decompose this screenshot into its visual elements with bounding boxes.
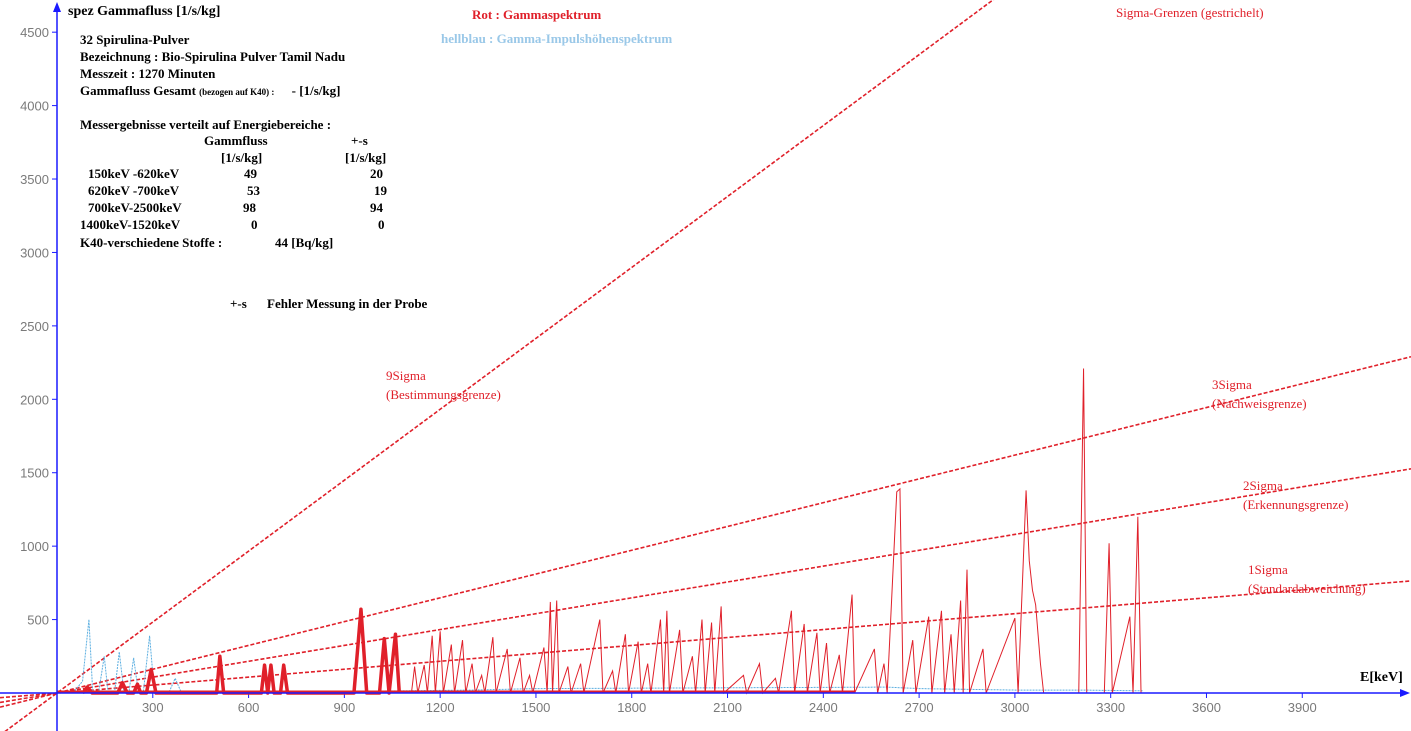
- k40-value: 44 [Bq/kg]: [275, 235, 334, 250]
- x-axis-label: E[keV]: [1360, 670, 1403, 685]
- sigma-line-3sigma: [0, 355, 1411, 708]
- row-range: 150keV -620keV: [88, 166, 180, 181]
- series-impulse-spectrum: [72, 619, 1143, 694]
- row-err: 19: [374, 183, 387, 198]
- legend-red: Rot : Gammaspektrum: [472, 7, 602, 22]
- y-tick-label: 500: [27, 613, 49, 628]
- x-tick-label: 2100: [713, 700, 742, 715]
- x-tick-label: 300: [142, 700, 164, 715]
- x-tick-label: 600: [238, 700, 260, 715]
- error-note-symbol: +-s: [230, 296, 247, 311]
- y-axis-label: spez Gammafluss [1/s/kg]: [68, 4, 221, 19]
- total-flux-ref: (bezogen auf K40) :: [199, 87, 275, 97]
- x-tick-label: 2700: [905, 700, 934, 715]
- row-range: 620keV -700keV: [88, 183, 180, 198]
- x-axis-arrow: [1400, 689, 1410, 697]
- col-err-header: +-s: [351, 133, 368, 148]
- x-tick-label: 3900: [1288, 700, 1317, 715]
- error-note-text: Fehler Messung in der Probe: [267, 296, 428, 311]
- k40-label: K40-verschiedene Stoffe :: [80, 235, 223, 250]
- sigma2-label: 2Sigma: [1243, 478, 1283, 493]
- sigma1-label: 1Sigma: [1248, 562, 1288, 577]
- series-gamma-spectrum: [82, 368, 1156, 695]
- total-flux-value: - [1/s/kg]: [291, 83, 341, 98]
- sigma2-note: (Erkennungsgrenze): [1243, 497, 1349, 512]
- legend-sigma: Sigma-Grenzen (gestrichelt): [1116, 5, 1264, 20]
- y-tick-label: 3500: [20, 172, 49, 187]
- total-flux: Gammafluss Gesamt (bezogen auf K40) : - …: [80, 82, 340, 101]
- spectrum-series: [57, 368, 1156, 695]
- row-flux: 53: [247, 183, 260, 198]
- row-err: 0: [378, 217, 385, 232]
- row-err: 94: [370, 200, 383, 215]
- sigma3-note: (Nachweisgrenze): [1212, 396, 1307, 411]
- total-flux-label: Gammafluss Gesamt: [80, 83, 196, 98]
- row-flux: 0: [251, 217, 258, 232]
- sigma9-note: (Bestimmungsgrenze): [386, 387, 501, 402]
- y-tick-label: 4000: [20, 99, 49, 114]
- y-tick-label: 2000: [20, 392, 49, 407]
- y-tick-label: 1500: [20, 466, 49, 481]
- x-tick-label: 1500: [521, 700, 550, 715]
- x-tick-label: 1800: [617, 700, 646, 715]
- y-tick-label: 3000: [20, 245, 49, 260]
- row-err: 20: [370, 166, 383, 181]
- row-flux: 98: [243, 200, 256, 215]
- legend-blue: hellblau : Gamma-Impulshöhenspektrum: [441, 31, 673, 46]
- measure-time: Messzeit : 1270 Minuten: [80, 66, 216, 81]
- x-tick-label: 3300: [1096, 700, 1125, 715]
- row-range: 700keV-2500keV: [88, 200, 182, 215]
- results-heading: Messergebnisse verteilt auf Energieberei…: [80, 117, 332, 132]
- sigma-line-1sigma: [0, 580, 1411, 699]
- x-tick-label: 3000: [1000, 700, 1029, 715]
- row-range: 1400keV-1520keV: [80, 217, 181, 232]
- sigma3-label: 3Sigma: [1212, 377, 1252, 392]
- x-tick-label: 900: [334, 700, 356, 715]
- y-tick-label: 1000: [20, 539, 49, 554]
- col-flux-unit: [1/s/kg]: [221, 150, 263, 165]
- x-tick-label: 1200: [426, 700, 455, 715]
- x-tick-label: 3600: [1192, 700, 1221, 715]
- y-axis-arrow: [53, 2, 61, 12]
- sample-name: Bezeichnung : Bio-Spirulina Pulver Tamil…: [80, 49, 346, 64]
- y-tick-label: 4500: [20, 25, 49, 40]
- col-flux-header: Gammfluss: [204, 133, 268, 148]
- y-tick-marks: 500 1000 1500 2000 2500 3000 3500 4000 4500: [20, 25, 57, 628]
- x-tick-marks: 300 600 900 1200 1500 1800 2100 2400 2700 3000 330…: [142, 693, 1317, 715]
- y-tick-label: 2500: [20, 319, 49, 334]
- row-flux: 49: [244, 166, 257, 181]
- x-tick-label: 2400: [809, 700, 838, 715]
- col-err-unit: [1/s/kg]: [345, 150, 387, 165]
- sample-id: 32 Spirulina-Pulver: [80, 32, 190, 47]
- sigma9-label: 9Sigma: [386, 368, 426, 383]
- sigma1-note: (Standardabweichung): [1248, 581, 1366, 596]
- sigma-line-2sigma: [0, 468, 1411, 704]
